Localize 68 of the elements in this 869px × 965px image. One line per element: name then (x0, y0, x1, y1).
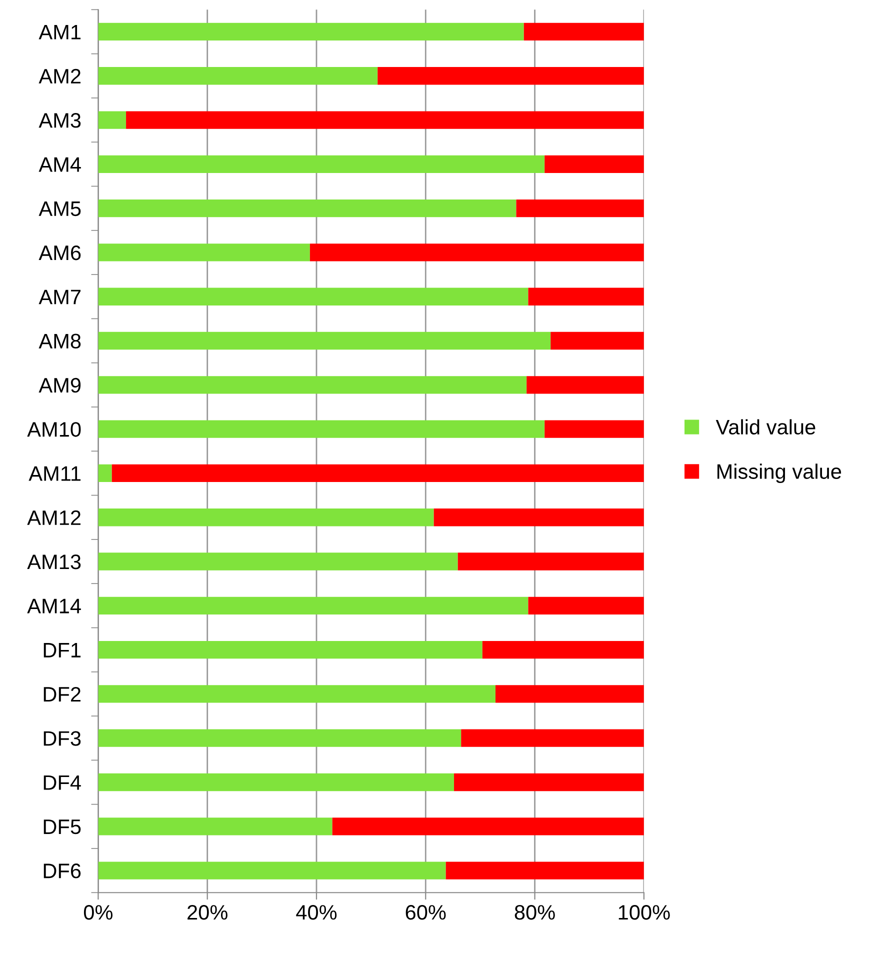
y-tick-label: DF1 (44, 643, 81, 658)
x-tick-label: 100% (618, 904, 670, 920)
bar (528, 288, 644, 306)
y-tick-label: AM1 (38, 24, 81, 40)
bar (98, 596, 528, 614)
x-tick-label: 40% (296, 904, 337, 920)
y-tick-label: AM4 (38, 157, 81, 172)
y-tick-label: AM8 (38, 334, 81, 349)
bar (98, 376, 527, 394)
bar (482, 640, 644, 659)
bar (98, 685, 496, 703)
bar (495, 685, 644, 703)
bar (544, 420, 644, 438)
bar (458, 552, 644, 570)
bar (98, 420, 545, 438)
bar (98, 111, 126, 129)
bar (98, 22, 524, 41)
y-tick-label: AM10 (27, 422, 81, 437)
bar (454, 773, 644, 792)
y-tick-label: AM13 (27, 554, 81, 570)
x-tick-label: 60% (406, 904, 446, 920)
y-tick-label: DF6 (44, 864, 81, 878)
bar (98, 773, 454, 792)
bar (332, 818, 644, 836)
y-tick-label: AM3 (38, 113, 81, 128)
x-tick-label: 0% (84, 904, 113, 920)
y-tick-label: AM9 (38, 378, 81, 393)
bar (98, 552, 458, 570)
y-tick-label: DF5 (44, 820, 81, 834)
y-tick-label: DF3 (44, 731, 81, 746)
bar (98, 464, 112, 482)
y-tick-label: AM6 (38, 245, 81, 260)
bar (524, 22, 644, 41)
x-tick-label: 20% (188, 904, 228, 920)
bar (310, 244, 644, 262)
y-tick-label: DF2 (44, 686, 80, 702)
bar (98, 244, 310, 262)
bar (112, 464, 644, 482)
bar (98, 640, 482, 659)
y-tick-label: AM5 (38, 202, 81, 216)
bar (516, 199, 644, 218)
y-tick-label: AM7 (38, 290, 80, 304)
bar (98, 729, 462, 747)
y-tick-label: AM2 (38, 68, 80, 84)
y-tick-label: DF4 (44, 775, 81, 790)
bar (98, 155, 545, 173)
bar (526, 376, 644, 394)
bar (446, 862, 644, 880)
y-tick-label: AM11 (28, 466, 81, 481)
bar (98, 862, 446, 880)
y-tick-label: AM12 (27, 510, 80, 525)
legend-label: Missing value (717, 464, 842, 484)
bar (434, 508, 644, 526)
bar (461, 729, 644, 747)
legend-label: Valid value (716, 419, 816, 435)
x-tick-label: 80% (514, 904, 555, 920)
bar (98, 199, 516, 218)
bar (378, 67, 644, 85)
y-tick-label: AM14 (27, 598, 81, 614)
bar (98, 67, 378, 85)
bar (528, 596, 644, 614)
bar (98, 288, 528, 306)
bar (544, 155, 644, 173)
bar (98, 818, 332, 836)
bar (550, 332, 644, 350)
bar (126, 111, 644, 129)
bar (98, 508, 434, 526)
bar (98, 332, 551, 350)
